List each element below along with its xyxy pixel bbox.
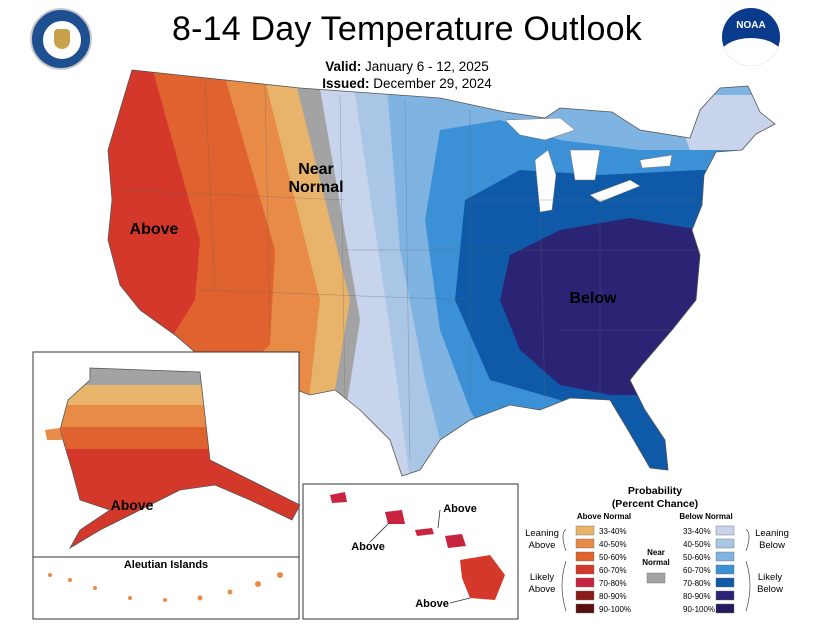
aleutian-chain (48, 572, 283, 602)
legend-below-swatch (715, 538, 735, 549)
legend-near-label-2: Normal (642, 558, 670, 567)
legend-likely-below-2: Below (757, 584, 783, 595)
label-near-normal-1: Near (298, 161, 334, 178)
legend-below-swatch (715, 590, 735, 601)
lake-erie (589, 179, 641, 203)
hawaii-islands (330, 492, 505, 600)
page-title: 8-14 Day Temperature Outlook (172, 10, 642, 48)
lake-superior (504, 117, 576, 141)
valid-value: January 6 - 12, 2025 (364, 59, 489, 74)
noaa-logo: NOAA (722, 8, 780, 66)
legend-below-range: 60-70% (683, 566, 711, 575)
legend-below-swatch (715, 603, 735, 614)
aleutian-inset-frame (32, 556, 300, 620)
lake-michigan (534, 149, 557, 213)
label-above-alaska: Above (111, 497, 154, 513)
legend-likely-below-1: Likely (758, 572, 783, 583)
valid-label: Valid: (325, 59, 362, 74)
legend-above-range: 40-50% (599, 540, 627, 549)
legend-near-swatch (646, 572, 666, 584)
legend-likely-above-1: Likely (530, 572, 555, 583)
legend-near-label-1: Near (647, 548, 665, 557)
lake-ontario (639, 154, 673, 169)
valid-dates: Valid: January 6 - 12, 2025 (0, 59, 814, 74)
hawaii-leader-lines (369, 509, 471, 604)
legend-above-swatch (575, 538, 595, 549)
label-near-normal-2: Normal (288, 179, 343, 196)
legend-leaning-above-1: Leaning (525, 528, 559, 539)
legend-above-swatch (575, 551, 595, 562)
legend-above-range: 90-100% (599, 605, 631, 614)
alaska-outline (59, 367, 301, 550)
legend-below-range: 50-60% (683, 553, 711, 562)
legend-below-range: 70-80% (683, 579, 711, 588)
legend-braces (561, 528, 751, 612)
label-aleutian-islands: Aleutian Islands (124, 559, 208, 571)
legend-above-header: Above Normal (577, 512, 631, 521)
label-above-west: Above (130, 221, 179, 238)
legend-below-swatch (715, 577, 735, 588)
legend-title-1: Probability (628, 485, 682, 497)
label-hawaii-above-1: Above (351, 541, 385, 553)
legend-leaning-above-2: Above (529, 540, 556, 551)
legend-above-swatch (575, 603, 595, 614)
state-boundaries (119, 79, 700, 461)
legend-below-swatch (715, 551, 735, 562)
legend-swatch-group: 33-40% 40-50% 50-60% 60-70% 70-80% 80-90% 90-1… (575, 525, 735, 614)
legend-above-swatch (575, 590, 595, 601)
noaa-logo-text: NOAA (736, 20, 766, 31)
legend-leaning-below-2: Below (759, 540, 785, 551)
legend-above-swatch (575, 564, 595, 575)
legend-below-header: Below Normal (679, 512, 732, 521)
legend-below-range: 90-100% (683, 605, 715, 614)
legend-title-2: (Percent Chance) (612, 498, 698, 510)
legend-below-swatch (715, 525, 735, 536)
issued-value: December 29, 2024 (373, 76, 492, 91)
zone-a60 (108, 70, 200, 360)
legend-above-range: 60-70% (599, 566, 627, 575)
issued-label: Issued: (322, 76, 370, 91)
zone-northeast-b33 (670, 95, 775, 150)
label-below-east: Below (569, 290, 617, 307)
label-hawaii-above-3: Above (415, 598, 449, 610)
department-of-commerce-seal (30, 8, 92, 70)
issued-date: Issued: December 29, 2024 (0, 76, 814, 91)
probability-legend: Probability (Percent Chance) Above Norma… (525, 485, 789, 614)
legend-above-swatch (575, 525, 595, 536)
legend-below-range: 33-40% (683, 527, 711, 536)
legend-above-range: 33-40% (599, 527, 627, 536)
legend-leaning-below-1: Leaning (755, 528, 789, 539)
label-hawaii-above-2: Above (443, 503, 477, 515)
legend-above-range: 70-80% (599, 579, 627, 588)
legend-above-range: 50-60% (599, 553, 627, 562)
lake-huron (569, 149, 601, 181)
legend-likely-above-2: Above (529, 584, 556, 595)
legend-below-range: 80-90% (683, 592, 711, 601)
legend-above-range: 80-90% (599, 592, 627, 601)
legend-below-swatch (715, 564, 735, 575)
legend-below-range: 40-50% (683, 540, 711, 549)
legend-above-swatch (575, 577, 595, 588)
alaska-island (45, 428, 62, 440)
